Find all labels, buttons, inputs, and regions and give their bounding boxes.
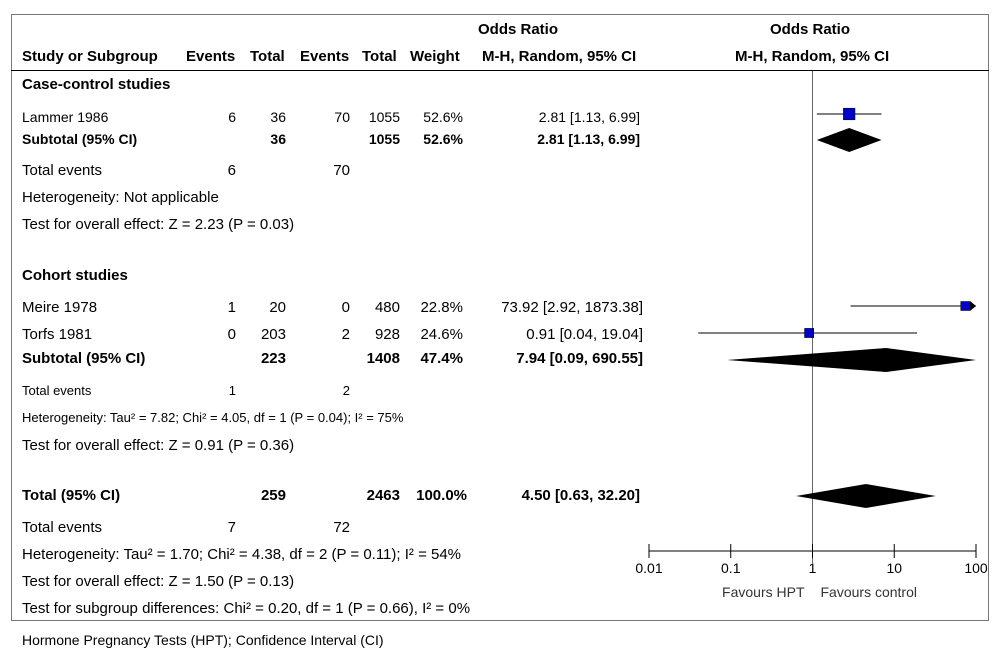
summary-diamond: [816, 128, 882, 152]
total-events-2: 72: [333, 519, 350, 536]
study-total-2: 480: [374, 299, 400, 316]
study-total-2: 1055: [368, 109, 400, 125]
total-events-1: 7: [227, 519, 236, 536]
header-or-left-top: Odds Ratio: [478, 21, 559, 38]
total-label: Total (95% CI): [22, 487, 121, 504]
study-total-1: 203: [260, 326, 286, 343]
subtotal-ci: 7.94 [0.09, 690.55]: [516, 350, 643, 367]
study-square: [804, 328, 815, 338]
total-total-1: 259: [260, 487, 286, 504]
header-or-right-top: Odds Ratio: [770, 21, 851, 38]
x-tick-label: 1: [809, 560, 817, 576]
header-total-2: Total: [362, 48, 397, 65]
ci-arrow-icon: [970, 301, 976, 311]
study-events-1: 1: [227, 299, 236, 316]
subtotal-label: Subtotal (95% CI): [22, 131, 138, 147]
group-title-case-control: Case-control studies: [22, 76, 171, 93]
summary-diamond: [796, 484, 936, 508]
header-study: Study or Subgroup: [22, 48, 158, 65]
header-weight: Weight: [410, 48, 460, 65]
subtotal-weight: 52.6%: [423, 131, 463, 147]
subtotal-weight: 47.4%: [420, 350, 463, 367]
study-ci: 0.91 [0.04, 19.04]: [526, 326, 643, 343]
x-tick-label: 0.1: [721, 560, 741, 576]
heterogeneity-text: Heterogeneity: Not applicable: [22, 189, 219, 206]
study-events-2: 70: [334, 109, 350, 125]
total-events-2: 2: [342, 383, 350, 398]
subtotal-label: Subtotal (95% CI): [22, 350, 146, 367]
total-weight: 100.0%: [416, 487, 467, 504]
study-name: Torfs 1981: [22, 326, 93, 343]
total-ci: 4.50 [0.63, 32.20]: [521, 487, 640, 504]
heterogeneity-text: Heterogeneity: Tau² = 7.82; Chi² = 4.05,…: [22, 410, 404, 425]
header-total-1: Total: [250, 48, 285, 65]
subtotal-total-1: 36: [270, 131, 286, 147]
total-total-2: 2463: [366, 487, 400, 504]
study-name: Meire 1978: [22, 299, 98, 316]
group-title-cohort: Cohort studies: [22, 267, 128, 284]
header-rule: [11, 70, 989, 71]
x-tick-label: 100: [964, 560, 988, 576]
study-total-2: 928: [374, 326, 400, 343]
study-ci: 73.92 [2.92, 1873.38]: [501, 299, 643, 316]
study-events-2: 0: [341, 299, 350, 316]
total-events-label: Total events: [22, 519, 103, 536]
overall-effect-text: Test for overall effect: Z = 2.23 (P = 0…: [22, 216, 295, 233]
figure-caption: Hormone Pregnancy Tests (HPT); Confidenc…: [22, 632, 384, 648]
total-events-1: 1: [228, 383, 236, 398]
summary-diamond: [727, 348, 976, 372]
subtotal-ci: 2.81 [1.13, 6.99]: [537, 131, 640, 147]
subtotal-total-2: 1055: [368, 131, 400, 147]
header-events-2: Events: [300, 48, 350, 65]
overall-effect-text: Test for overall effect: Z = 1.50 (P = 0…: [22, 573, 295, 590]
study-total-1: 36: [270, 109, 286, 125]
forest-plot-frame: [11, 14, 989, 621]
study-name: Lammer 1986: [22, 109, 109, 125]
study-events-1: 6: [228, 109, 236, 125]
favours-left-label: Favours HPT: [722, 584, 805, 600]
study-ci: 2.81 [1.13, 6.99]: [538, 109, 640, 125]
subgroup-differences-text: Test for subgroup differences: Chi² = 0.…: [22, 600, 471, 617]
total-events-label: Total events: [22, 162, 103, 179]
overall-effect-text: Test for overall effect: Z = 0.91 (P = 0…: [22, 437, 295, 454]
favours-right-label: Favours control: [821, 584, 917, 600]
total-events-label: Total events: [22, 383, 92, 398]
study-total-1: 20: [269, 299, 286, 316]
total-events-2: 70: [333, 162, 350, 179]
study-weight: 24.6%: [420, 326, 463, 343]
header-or-right-sub: M-H, Random, 95% CI: [735, 48, 890, 65]
subtotal-total-2: 1408: [366, 350, 400, 367]
study-square: [960, 301, 971, 311]
study-events-1: 0: [227, 326, 236, 343]
x-tick-label: 0.01: [635, 560, 662, 576]
x-tick-label: 10: [886, 560, 902, 576]
study-weight: 52.6%: [423, 109, 463, 125]
header-or-left-sub: M-H, Random, 95% CI: [482, 48, 637, 65]
study-square: [843, 107, 856, 121]
header-events-1: Events: [186, 48, 236, 65]
study-weight: 22.8%: [420, 299, 463, 316]
study-events-2: 2: [341, 326, 350, 343]
total-events-1: 6: [227, 162, 236, 179]
subtotal-total-1: 223: [260, 350, 286, 367]
heterogeneity-text: Heterogeneity: Tau² = 1.70; Chi² = 4.38,…: [22, 546, 462, 563]
